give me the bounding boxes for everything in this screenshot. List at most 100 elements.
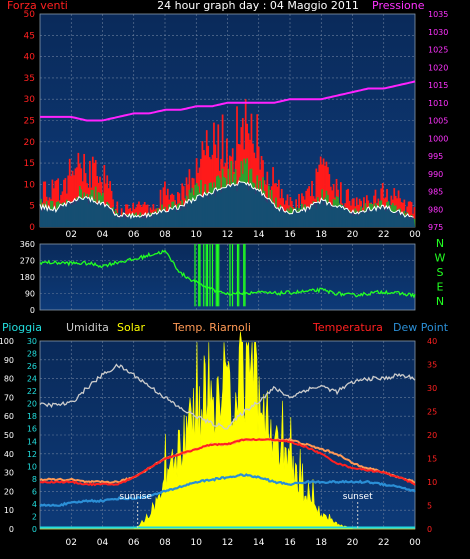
humidity-tick-label: 90	[4, 356, 14, 365]
x-tick-label: 12	[222, 230, 233, 240]
x-tick-label: 20	[347, 538, 359, 548]
wind-tick-label: 15	[24, 159, 35, 169]
x-tick-label: 04	[97, 538, 109, 548]
x-tick-label: 16	[284, 230, 296, 240]
wind-gust-bar	[407, 201, 410, 227]
wind-gust-bar	[324, 165, 326, 227]
rain-tick-label: 10	[27, 462, 37, 471]
legend-temperature: Temperatura	[312, 321, 383, 334]
pressure-tick-label: 1010	[428, 99, 448, 108]
plot-border	[39, 243, 416, 311]
x-tick-label: 16	[284, 538, 296, 548]
rain-tick-label: 6	[32, 487, 37, 496]
temp-tick-label: 15	[427, 455, 437, 464]
rain-tick-label: 4	[32, 500, 37, 509]
temp-tick-label: 35	[427, 361, 437, 370]
wind-gust-bar	[54, 181, 57, 227]
wind-gust-bar	[207, 145, 210, 227]
wind-gust-bar	[241, 118, 244, 227]
wind-gust-bar	[71, 170, 74, 227]
rain-tick-label: 20	[27, 400, 37, 409]
x-tick-label: 08	[159, 538, 171, 548]
pressure-tick-label: 1000	[428, 134, 448, 143]
humidity-tick-label: 0	[9, 525, 14, 534]
wind-gust-bar	[106, 175, 109, 227]
humidity-tick-label: 10	[4, 506, 14, 515]
direction-tick-label: 90	[25, 290, 35, 299]
wind-gust-bar	[70, 176, 73, 227]
sunrise-label: sunrise	[119, 492, 152, 502]
wind-gust-bar	[318, 164, 321, 227]
wind-tick-label: 40	[24, 53, 36, 63]
wind-gust-bar	[96, 176, 98, 227]
wind-gust-bar	[409, 201, 411, 227]
temp-tick-label: 30	[427, 384, 437, 393]
wind-gust-bar	[162, 187, 165, 227]
humidity-line	[39, 363, 416, 430]
humidity-tick-label: 20	[4, 487, 14, 496]
x-tick-label: 00	[409, 230, 421, 240]
wind-gust-bar	[83, 153, 86, 227]
x-tick-label: 04	[97, 230, 109, 240]
humidity-tick-label: 50	[4, 431, 14, 440]
wind-tick-label: 30	[24, 95, 36, 105]
dew-point-line	[39, 473, 416, 508]
wind-gust-bar	[103, 164, 106, 227]
wind-gust-bar	[410, 202, 413, 227]
humidity-tick-label: 80	[4, 375, 14, 384]
x-tick-label: 12	[222, 538, 233, 548]
solar-area	[40, 331, 415, 530]
wind-gust-bar	[77, 152, 80, 227]
wind-tick-label: 0	[29, 223, 35, 233]
wind-gust-bar	[74, 168, 77, 227]
temperature-line	[39, 438, 416, 487]
temp-tick-label: 0	[427, 525, 432, 534]
legend-apparent-temp: Temp. Riarnoli	[172, 321, 251, 334]
pressure-tick-label: 980	[428, 205, 443, 214]
wind-gust-bar	[397, 190, 400, 227]
legend-dew-point: Dew Point	[393, 321, 449, 334]
wind-gust-bar	[44, 181, 47, 227]
x-tick-label: 18	[316, 230, 328, 240]
direction-tick-label: 270	[20, 257, 35, 266]
sunset-label: sunset	[343, 492, 373, 502]
wind-gust-bar	[308, 186, 311, 227]
x-tick-label: 10	[191, 538, 203, 548]
pressure-tick-label: 1015	[428, 81, 448, 90]
compass-label: N	[436, 295, 444, 308]
x-tick-label: 10	[191, 230, 203, 240]
pressure-tick-label: 1035	[428, 10, 448, 19]
wind-gust-bar	[76, 167, 78, 227]
rain-tick-label: 12	[27, 450, 37, 459]
humidity-tick-label: 100	[0, 337, 14, 346]
x-tick-label: 02	[66, 230, 77, 240]
wind-gust-bar	[256, 114, 259, 227]
x-tick-label: 02	[66, 538, 77, 548]
direction-tick-label: 360	[20, 240, 35, 249]
direction-tick-label: 0	[30, 306, 35, 315]
wind-gust-bar	[64, 178, 67, 227]
wind-tick-label: 20	[24, 138, 36, 148]
solar-series	[40, 331, 415, 530]
wind-tick-label: 25	[24, 117, 35, 127]
temp-tick-label: 5	[427, 502, 432, 511]
x-tick-label: 22	[378, 230, 389, 240]
pressure-tick-label: 985	[428, 188, 443, 197]
pressure-tick-label: 990	[428, 170, 443, 179]
rain-tick-label: 14	[27, 437, 37, 446]
temp-tick-label: 10	[427, 478, 437, 487]
rain-tick-label: 30	[27, 337, 37, 346]
wind-gust-bar	[68, 158, 71, 227]
pressure-tick-label: 995	[428, 152, 443, 161]
wind-gust-bar	[89, 160, 91, 227]
compass-label: W	[435, 252, 446, 265]
wind-gust-bar	[201, 141, 204, 227]
rain-tick-label: 2	[32, 512, 37, 521]
wind-gust-bar	[247, 133, 250, 227]
temp-tick-label: 25	[427, 408, 437, 417]
wind-tick-label: 50	[24, 10, 36, 20]
wind-gust-bar	[93, 162, 96, 227]
wind-tick-label: 5	[29, 202, 35, 212]
wind-direction-series	[39, 244, 416, 307]
